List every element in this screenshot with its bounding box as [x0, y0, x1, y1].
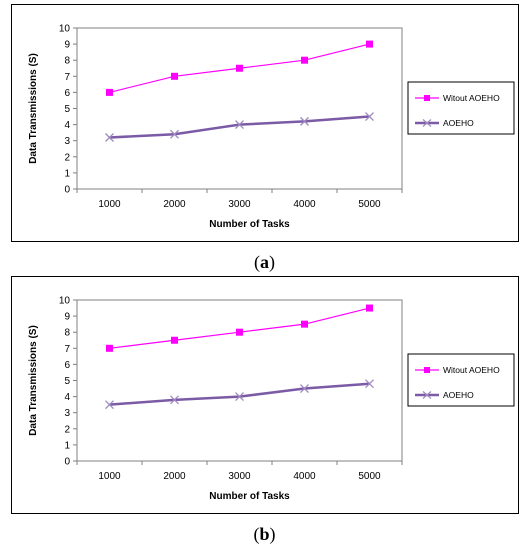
point-cross-b: [300, 116, 309, 126]
data-point-s2: [170, 129, 179, 139]
legend-label-1: Witout AOEHO: [443, 93, 500, 103]
y-tick-label: 4: [64, 120, 70, 131]
y-tick-label: 3: [64, 408, 70, 419]
data-point-s2: [365, 112, 374, 122]
legend-label-1: Witout AOEHO: [443, 365, 500, 375]
point-cross-b: [170, 129, 179, 139]
data-point-s2: [300, 116, 309, 126]
data-point-s2: [365, 379, 374, 389]
y-tick-label: 8: [64, 328, 70, 339]
data-point-s2: [105, 133, 114, 142]
y-tick-label: 6: [64, 360, 70, 371]
y-tick-label: 3: [64, 136, 70, 147]
legend-box: [407, 81, 515, 135]
legend-marker-2-b: [422, 391, 432, 399]
x-tick-label: 2000: [163, 199, 186, 210]
y-tick-label: 7: [64, 72, 70, 83]
y-tick-label: 7: [64, 344, 70, 355]
x-axis-title: Number of Tasks: [209, 219, 290, 230]
legend-box: [407, 353, 515, 407]
data-point-s2: [235, 120, 244, 130]
legend: Witout AOEHO AOEHO: [407, 81, 515, 135]
plot-area: [76, 299, 403, 462]
x-tick-label: 2000: [163, 471, 186, 482]
data-point-s2: [105, 400, 114, 410]
x-tick-label: 5000: [358, 199, 381, 210]
legend: Witout AOEHO AOEHO: [407, 353, 515, 407]
data-point-s1: [106, 88, 113, 96]
x-axis-title: Number of Tasks: [209, 491, 290, 502]
y-tick-label: 4: [64, 392, 70, 403]
data-point-s1: [106, 344, 113, 352]
point-cross-b: [300, 384, 309, 394]
data-point-s1: [366, 304, 373, 312]
data-point-s1: [366, 40, 373, 48]
y-tick-label: 8: [64, 56, 70, 67]
point-cross-b: [365, 112, 374, 122]
x-tick-label: 5000: [358, 471, 381, 482]
y-axis-title: Data Transmissions (S): [28, 53, 39, 164]
point-cross-b: [170, 395, 179, 405]
chart-b-frame: 0 1 2 3 4 5 6 7 8 9 10 1000 2000 3000 4000 5000 Number o…: [11, 276, 519, 514]
data-point-s1: [171, 336, 178, 344]
caption-a: (a): [254, 252, 275, 272]
y-tick-label: 5: [64, 104, 70, 115]
data-point-s2: [170, 395, 179, 405]
y-tick-label: 2: [64, 152, 70, 163]
y-tick-label: 1: [64, 440, 70, 451]
point-cross-b: [235, 392, 244, 402]
point-cross-b: [235, 120, 244, 130]
x-tick-label: 1000: [98, 199, 121, 210]
chart-a: 0 1 2 3 4 5 6 7 8 9 10 1000 2000 3000 4000 5000 Number o…: [28, 24, 515, 230]
point-cross-b: [105, 400, 114, 410]
y-tick-label: 9: [64, 40, 70, 51]
y-tick-label: 5: [64, 376, 70, 387]
y-tick-label: 0: [64, 457, 70, 468]
y-tick-label: 1: [64, 168, 70, 179]
y-tick-label: 0: [64, 185, 70, 196]
point-cross-b: [365, 379, 374, 389]
x-tick-label: 3000: [228, 199, 251, 210]
data-point-s1: [301, 320, 308, 328]
legend-label-2: AOEHO: [443, 390, 474, 400]
caption-b: (b): [253, 524, 276, 544]
y-tick-label: 6: [64, 88, 70, 99]
y-tick-label: 10: [59, 296, 71, 307]
data-point-s1: [236, 328, 243, 336]
x-tick-label: 3000: [228, 471, 251, 482]
legend-marker-2-b: [422, 119, 432, 127]
legend-marker-1: [424, 95, 430, 101]
data-point-s2: [300, 384, 309, 394]
y-tick-label: 2: [64, 424, 70, 435]
data-point-s1: [236, 64, 243, 72]
plot-area: [76, 27, 403, 190]
y-axis-title: Data Transmissions (S): [28, 325, 39, 436]
chart-a-frame: 0 1 2 3 4 5 6 7 8 9 10 1000 2000 3000 4000 5000 Number o…: [11, 4, 519, 242]
point-cross-b: [105, 133, 114, 142]
data-point-s2: [235, 392, 244, 402]
x-tick-label: 1000: [98, 471, 121, 482]
chart-b: 0 1 2 3 4 5 6 7 8 9 10 1000 2000 3000 4000 5000 Number o…: [28, 296, 515, 502]
data-point-s1: [171, 72, 178, 80]
data-point-s1: [301, 56, 308, 64]
y-tick-label: 10: [59, 24, 71, 35]
legend-marker-1: [424, 367, 430, 373]
x-tick-label: 4000: [293, 471, 316, 482]
x-tick-label: 4000: [293, 199, 316, 210]
y-tick-label: 9: [64, 312, 70, 323]
legend-label-2: AOEHO: [443, 118, 474, 128]
